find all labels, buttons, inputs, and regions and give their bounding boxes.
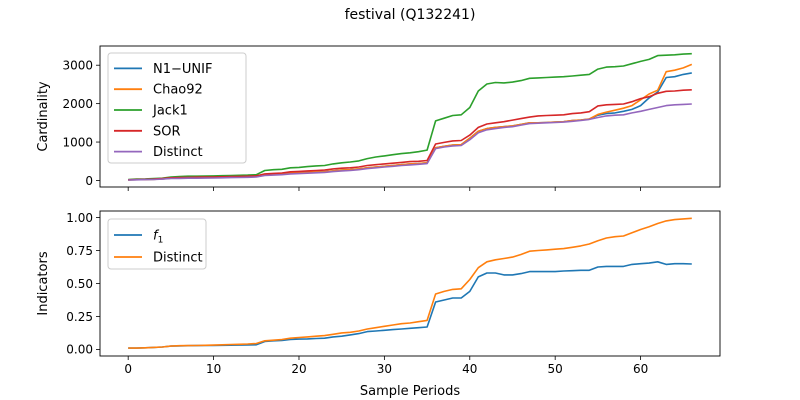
axes-frame [99,45,721,188]
legend: f1 Distinct [107,218,207,270]
x-tick-label: 50 [548,362,563,376]
legend-label: N1−UNIF [153,62,212,77]
series-line-2 [128,52,692,181]
y-tick-label: 1000 [62,135,93,149]
y-tick-label: 1.00 [66,211,93,225]
figure-title: festival (Q132241) [345,7,476,23]
x-tick-label: 20 [291,362,306,376]
x-tick-label: 30 [377,362,392,376]
x-tick-label: 40 [462,362,477,376]
x-tick-label: 60 [633,362,648,376]
cardinality-subplot: 0 1000 2000 3000 Cardinality N1−UNIF Chao92 Jac… [36,45,721,191]
legend-label: f1 [153,229,163,246]
x-axis-label: Sample Periods [360,384,460,399]
y-tick-label: 0 [85,174,93,188]
y-tick-label: 0.75 [66,244,93,258]
series-line-1 [128,217,692,349]
x-tick-label: 10 [206,362,221,376]
y-tick-label: 2000 [62,97,93,111]
indicators-subplot: 0 10 20 30 40 50 60 0.00 0.25 0.50 0.75 1.00 Indicat… [36,210,721,399]
legend-label: Distinct [153,145,203,160]
legend-label: Distinct [153,251,203,266]
series-line-0 [128,260,692,349]
legend-label: Jack1 [152,104,188,119]
x-tick-label: 0 [124,362,132,376]
legend-box [107,52,247,164]
y-axis-label: Cardinality [36,81,51,152]
legend-label: SOR [153,124,181,139]
y-tick-label: 0.50 [66,277,93,291]
legend: N1−UNIF Chao92 Jack1 SOR Distinct [107,52,247,164]
series-line-4 [128,103,692,181]
legend-label: Chao92 [153,83,203,98]
y-axis-label: Indicators [36,251,51,315]
y-tick-label: 0.00 [66,343,93,357]
series-line-3 [128,89,692,181]
y-tick-label: 0.25 [66,310,93,324]
y-tick-label: 3000 [62,59,93,73]
